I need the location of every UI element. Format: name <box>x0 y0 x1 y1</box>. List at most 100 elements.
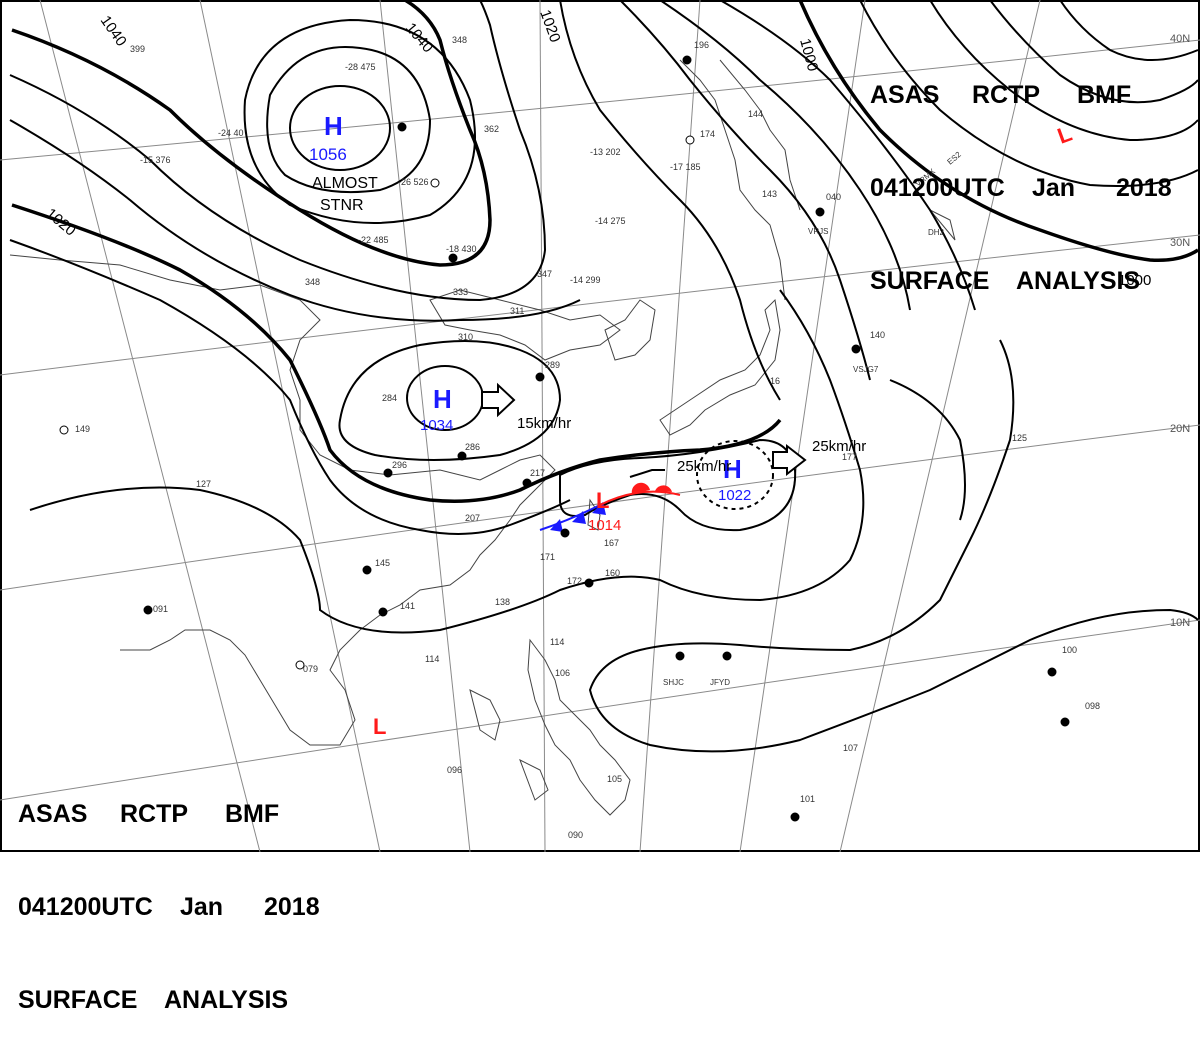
station-value: 172 <box>567 576 582 586</box>
station-value: 125 <box>1012 433 1027 443</box>
pressure-centers: H 1056 ALMOST STNR H 1034 15km/hr H 1022… <box>309 111 1075 739</box>
station-value: 177 <box>842 452 857 462</box>
low-symbol: L <box>373 714 386 739</box>
station-value: 333 <box>453 287 468 297</box>
weather-map: 1040 1040 1020 1020 1000 1000 40N 30N 20… <box>0 0 1200 852</box>
station-value: 310 <box>458 332 473 342</box>
header-month: Jan <box>180 893 224 921</box>
station-value: -22 485 <box>358 235 389 245</box>
station-value: 207 <box>465 513 480 523</box>
high-pressure-value: 1034 <box>420 417 453 434</box>
low-pressure-value: 1014 <box>588 517 621 534</box>
high-symbol: H <box>433 384 452 414</box>
high-symbol: H <box>324 111 343 141</box>
station-marker <box>560 528 570 538</box>
station-marker <box>675 651 685 661</box>
lat-lon-grid <box>0 0 1200 852</box>
station-value: 091 <box>153 604 168 614</box>
isobar <box>719 0 976 311</box>
station-marker <box>143 605 153 615</box>
station-marker <box>722 651 732 661</box>
station-value: 138 <box>495 597 510 607</box>
fronts <box>539 440 774 532</box>
isobar-ring <box>266 46 432 194</box>
header-source: BMF <box>225 800 280 828</box>
station-marker <box>790 812 800 822</box>
motion-arrow-1014 <box>629 469 665 478</box>
cold-front-line <box>539 504 601 531</box>
station-marker <box>397 122 407 132</box>
isobars <box>9 0 1199 753</box>
station-value: 174 <box>700 129 715 139</box>
station-marker <box>378 607 388 617</box>
high-ring-dashed <box>696 440 774 510</box>
station-id: VRJS <box>808 227 828 236</box>
isobar-label: 1000 <box>796 37 821 74</box>
station-value: 284 <box>382 393 397 403</box>
station-value: 127 <box>196 479 211 489</box>
header-year: 2018 <box>264 893 320 921</box>
station-value: 347 <box>537 269 552 279</box>
header-title-word1: SURFACE <box>870 267 990 295</box>
station-value: 286 <box>465 442 480 452</box>
header-row-1: ASAS RCTP BMF <box>18 799 320 830</box>
station-marker <box>584 578 594 588</box>
station-value: 348 <box>452 35 467 45</box>
station-id: DH2 <box>928 228 945 237</box>
station-value: 149 <box>75 424 90 434</box>
isobar <box>659 0 911 311</box>
cold-front-triangle <box>572 511 586 524</box>
chart-header-top: ASAS RCTP BMF 041200UTC Jan 2018 SURFACE ANAL… <box>870 18 1172 328</box>
station-value: -28 475 <box>345 62 376 72</box>
station-marker <box>851 344 861 354</box>
isobar-label: 1040 <box>97 13 130 50</box>
coastlines <box>9 59 956 816</box>
motion-speed: 25km/hr <box>677 458 731 475</box>
isobar <box>588 339 1199 753</box>
high-pressure-value: 1056 <box>309 145 347 164</box>
isobar-label: 1000 <box>1118 272 1151 289</box>
header-title-word2: ANALYSIS <box>164 986 289 1014</box>
station-marker <box>362 565 372 575</box>
station-marker <box>448 253 458 263</box>
station-marker <box>682 55 692 65</box>
isobar <box>9 119 581 322</box>
header-station: RCTP <box>972 81 1041 109</box>
isobar <box>9 239 571 535</box>
isobar <box>989 0 1199 104</box>
header-title-word2: ANALYSIS <box>1016 267 1141 295</box>
station-value: -15 376 <box>140 155 171 165</box>
lat-label: 20N <box>1170 423 1190 435</box>
station-value: 362 <box>484 124 499 134</box>
motion-arrows <box>481 382 807 478</box>
isobar-ring <box>289 85 391 171</box>
station-value: 217 <box>530 468 545 478</box>
header-year: 2018 <box>1116 174 1172 202</box>
station-value: 16 <box>770 376 780 386</box>
station-obs: -28 475 -24 40 -15 376 -26 526 -22 485 -… <box>75 35 1100 840</box>
station-value: 296 <box>392 460 407 470</box>
station-marker <box>535 372 545 382</box>
isobar <box>1059 0 1199 61</box>
header-agency: ASAS <box>18 800 88 828</box>
center-note: STNR <box>320 197 364 214</box>
header-row-2: 041200UTC Jan 2018 <box>18 892 320 923</box>
station-marker <box>295 660 305 670</box>
station-value: -24 40 <box>218 128 244 138</box>
station-value: -14 299 <box>570 275 601 285</box>
station-value: 098 <box>1085 701 1100 711</box>
map-border <box>0 0 1200 852</box>
station-symbols <box>59 55 1070 822</box>
station-value: 079 <box>303 664 318 674</box>
station-marker <box>1060 717 1070 727</box>
motion-arrow-1034 <box>481 382 516 418</box>
lat-label: 10N <box>1170 617 1190 629</box>
chart-header-bottom: ASAS RCTP BMF 041200UTC Jan 2018 SURFACE ANAL… <box>18 737 320 1047</box>
cold-front-triangle <box>592 502 606 515</box>
header-title-word1: SURFACE <box>18 986 138 1014</box>
header-station: RCTP <box>120 800 189 828</box>
isobar <box>859 0 1199 187</box>
header-row-1: ASAS RCTP BMF <box>870 80 1172 111</box>
station-value: 144 <box>748 109 763 119</box>
header-agency: ASAS <box>870 81 940 109</box>
